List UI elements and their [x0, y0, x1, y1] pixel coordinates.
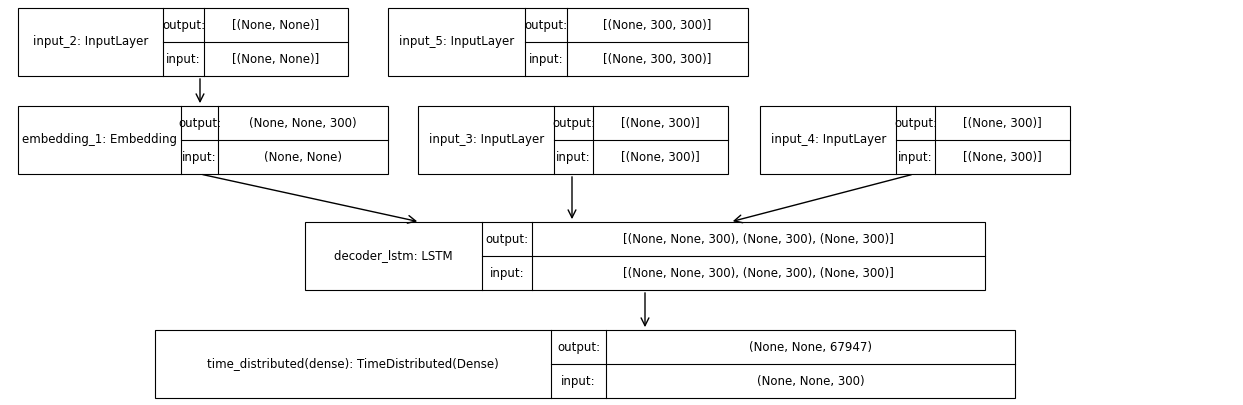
Text: [(None, None, 300), (None, 300), (None, 300)]: [(None, None, 300), (None, 300), (None, … [623, 232, 894, 245]
Text: input_5: InputLayer: input_5: InputLayer [399, 36, 515, 49]
Bar [418, 106, 728, 174]
Text: input_3: InputLayer: input_3: InputLayer [429, 134, 544, 147]
Text: output:: output: [894, 117, 937, 130]
Text: [(None, None)]: [(None, None)] [232, 19, 319, 32]
Text: output:: output: [178, 117, 221, 130]
Text: input:: input: [490, 266, 525, 279]
Text: input:: input: [183, 151, 216, 164]
Bar [759, 106, 1070, 174]
Text: output:: output: [557, 341, 600, 354]
Text: input:: input: [556, 151, 590, 164]
Text: [(None, 300)]: [(None, 300)] [963, 151, 1042, 164]
Text: (None, None): (None, None) [264, 151, 342, 164]
Bar [17, 8, 348, 76]
Text: (None, None, 300): (None, None, 300) [250, 117, 357, 130]
Text: input:: input: [167, 53, 201, 66]
Text: input:: input: [528, 53, 563, 66]
Text: output:: output: [162, 19, 205, 32]
Text: [(None, 300, 300)]: [(None, 300, 300)] [603, 53, 712, 66]
Text: input:: input: [561, 375, 595, 388]
Bar [388, 8, 748, 76]
Text: output:: output: [552, 117, 595, 130]
Text: decoder_lstm: LSTM: decoder_lstm: LSTM [334, 249, 452, 262]
Text: output:: output: [486, 232, 528, 245]
Bar [17, 106, 388, 174]
Text: (None, None, 300): (None, None, 300) [757, 375, 864, 388]
Bar [305, 222, 984, 290]
Text: [(None, 300)]: [(None, 300)] [963, 117, 1042, 130]
Text: input_2: InputLayer: input_2: InputLayer [32, 36, 148, 49]
Bar [155, 330, 1016, 398]
Text: input_4: InputLayer: input_4: InputLayer [771, 134, 886, 147]
Text: [(None, 300)]: [(None, 300)] [622, 117, 700, 130]
Text: time_distributed(dense): TimeDistributed(Dense): time_distributed(dense): TimeDistributed… [206, 358, 498, 371]
Text: [(None, 300, 300)]: [(None, 300, 300)] [603, 19, 712, 32]
Text: (None, None, 67947): (None, None, 67947) [750, 341, 873, 354]
Text: [(None, 300)]: [(None, 300)] [622, 151, 700, 164]
Text: [(None, None, 300), (None, 300), (None, 300)]: [(None, None, 300), (None, 300), (None, … [623, 266, 894, 279]
Text: input:: input: [899, 151, 932, 164]
Text: [(None, None)]: [(None, None)] [232, 53, 319, 66]
Text: output:: output: [525, 19, 568, 32]
Text: embedding_1: Embedding: embedding_1: Embedding [22, 134, 177, 147]
